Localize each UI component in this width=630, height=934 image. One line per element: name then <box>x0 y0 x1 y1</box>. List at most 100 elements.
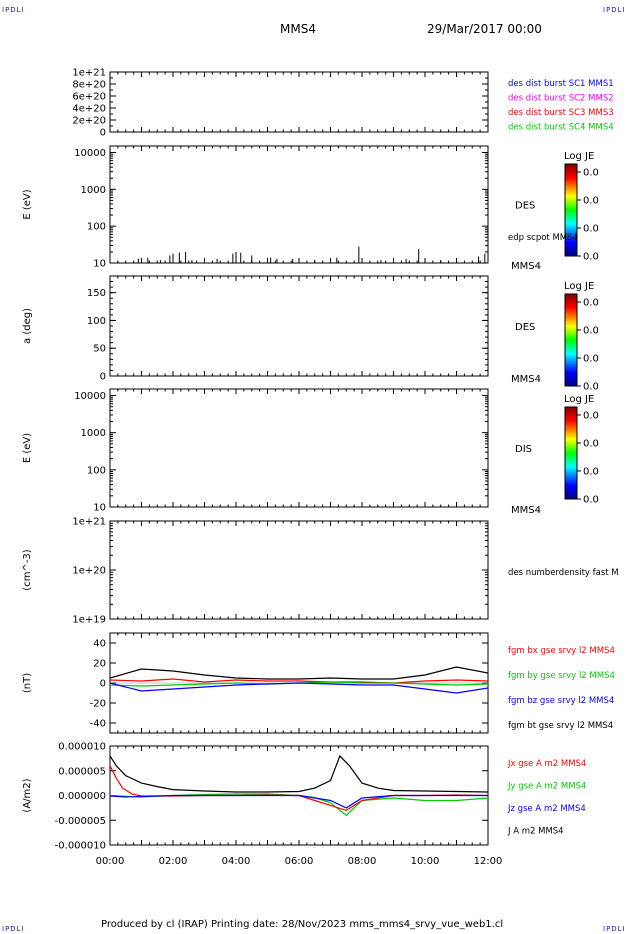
legend-dist-2: des dist burst SC3 MMS3 <box>508 108 614 118</box>
panel-dis_energy-colorbar-tick-label: 0.0 <box>583 467 599 478</box>
panel-fgm-ytick-label: 20 <box>93 659 106 670</box>
panel-current-ytick-label: 0.000010 <box>58 742 106 753</box>
panel-des_energy-ytick-label: 10000 <box>74 148 106 159</box>
panel-des_energy-colorbar-tick-label: 0.0 <box>583 252 599 263</box>
panel-des_pitch-colorbar-tick-label: 0.0 <box>583 382 599 393</box>
spacecraft-title: MMS4 <box>280 22 316 36</box>
series-fgm-2 <box>110 682 488 694</box>
panel-des_pitch-colorbar-title: Log JE <box>564 281 594 292</box>
panel-dis_energy-colorbar <box>564 406 578 500</box>
panel-fgm-ytick-label: -20 <box>90 699 106 710</box>
panel-des_energy-ytick-label: 100 <box>87 222 106 233</box>
series-fgm-0 <box>110 678 488 684</box>
legend-fgm-3: fgm bt gse srvy l2 MMS4 <box>508 721 613 731</box>
xtick-label: 04:00 <box>222 856 251 867</box>
xtick-label: 08:00 <box>348 856 377 867</box>
legend-fgm-2: fgm bz gse srvy l2 MMS4 <box>508 696 614 706</box>
legend-dist-3: des dist burst SC4 MMS4 <box>508 123 614 133</box>
panel-current-ylabel: (A/m2) <box>22 778 33 812</box>
panel-dist-ytick-label: 0 <box>100 128 106 139</box>
panel-des_energy-ylabel: E (eV) <box>22 189 33 219</box>
panel-dis_energy-colorbar-tick-label: 0.0 <box>583 439 599 450</box>
panel-des_energy-colorbar-title: Log JE <box>564 151 594 162</box>
panel-des_energy-frame <box>109 145 489 264</box>
panel-des_energy-instrument-label: DES <box>515 201 535 212</box>
legend-current-1: Jy gse A m2 MMS4 <box>507 782 586 792</box>
legend-current-0: Jx gse A m2 MMS4 <box>507 759 586 769</box>
panel-des_pitch-sc-label: MMS4 <box>511 374 541 385</box>
xtick-label: 06:00 <box>285 856 314 867</box>
panel-dis_energy-sc-label: MMS4 <box>511 505 541 516</box>
corner-label-bottom-left: IPDLI <box>2 925 25 933</box>
panel-fgm-ytick-label: -40 <box>90 719 106 730</box>
series-current-2 <box>110 794 488 809</box>
panel-des_energy-sc-label: MMS4 <box>511 261 541 272</box>
panel-density-ylabel: (cm^-3) <box>22 549 33 590</box>
panel-des_energy-colorbar-tick-label: 0.0 <box>583 196 599 207</box>
footer-text: Produced by cl (IRAP) Printing date: 28/… <box>101 919 504 930</box>
legend-current-2: Jz gse A m2 MMS4 <box>507 804 586 814</box>
panel-dis_energy-ytick-label: 10 <box>93 503 106 514</box>
panel-dis_energy-colorbar-tick-label: 0.0 <box>583 411 599 422</box>
panel-dis_energy-colorbar-title: Log JE <box>564 394 594 405</box>
panel-current-ytick-label: -0.000005 <box>55 816 106 827</box>
panel-fgm-ytick-label: 0 <box>100 679 106 690</box>
panel-dis_energy-ylabel: E (eV) <box>22 433 33 463</box>
legend-fgm-1: fgm by gse srvy l2 MMS4 <box>508 671 615 681</box>
panel-dis_energy-instrument-label: DIS <box>515 444 532 455</box>
legend-dist-0: des dist burst SC1 MMS1 <box>508 79 614 89</box>
panel-density-ytick-label: 1e+21 <box>72 517 106 528</box>
series-current-1 <box>110 793 488 817</box>
panel-density-ytick-label: 1e+19 <box>72 615 106 626</box>
corner-label-top-right: IPDLI <box>603 6 626 14</box>
panel-dist-frame <box>109 71 489 133</box>
panel-dist-ytick-label: 4e+20 <box>72 104 106 115</box>
panel-des_pitch-colorbar-tick-label: 0.0 <box>583 326 599 337</box>
panel-des_pitch-ytick-label: 50 <box>93 344 106 355</box>
panel-des_energy-ytick-label: 1000 <box>81 185 106 196</box>
panel-des_pitch-colorbar-tick-label: 0.0 <box>583 298 599 309</box>
panel-des_pitch-frame <box>109 275 489 377</box>
panel-des_pitch-colorbar <box>564 293 578 387</box>
xtick-label: 10:00 <box>411 856 440 867</box>
series-current-3 <box>110 754 488 793</box>
panel-dis_energy-frame <box>109 388 489 508</box>
panel-dis_energy-ytick-label: 100 <box>87 465 106 476</box>
xtick-label: 00:00 <box>96 856 125 867</box>
legend-fgm-0: fgm bx gse srvy l2 MMS4 <box>508 646 615 656</box>
panel-current-ytick-label: -0.000010 <box>55 841 106 852</box>
xtick-label: 02:00 <box>159 856 188 867</box>
corner-label-bottom-right: IPDLI <box>603 925 626 933</box>
corner-label-top-left: IPDLI <box>2 6 25 14</box>
panel-des_pitch-colorbar-tick-label: 0.0 <box>583 354 599 365</box>
panel-fgm-ytick-label: 40 <box>93 639 106 650</box>
panel-dist-ytick-label: 2e+20 <box>72 116 106 127</box>
datetime-title: 29/Mar/2017 00:00 <box>427 22 542 36</box>
panel-des_pitch-ylabel: a (deg) <box>22 308 33 344</box>
panel-dist-ytick-label: 8e+20 <box>72 80 106 91</box>
legend-density-0: des numberdensity fast M <box>508 568 619 578</box>
panel-density-ytick-label: 1e+20 <box>72 566 106 577</box>
series-fgm-3 <box>110 666 488 680</box>
panel-des_energy-ytick-label: 10 <box>93 259 106 270</box>
panel-des_pitch-instrument-label: DES <box>515 322 535 333</box>
panel-current-ytick-label: 0.000005 <box>58 766 106 777</box>
panel-dis_energy-ytick-label: 1000 <box>81 428 106 439</box>
panel-current-ytick-label: 0.000000 <box>58 791 106 802</box>
xtick-label: 12:00 <box>474 856 503 867</box>
panel-density-frame <box>109 520 489 620</box>
panel-des_energy-colorbar-tick-label: 0.0 <box>583 224 599 235</box>
legend-current-3: J A m2 MMS4 <box>507 827 564 837</box>
panel-dist-ytick-label: 1e+21 <box>72 68 106 79</box>
panel-des_energy-overlay-label: edp scpot MMS4 <box>508 233 578 243</box>
panel-dis_energy-ytick-label: 10000 <box>74 391 106 402</box>
panel-dis_energy-colorbar-tick-label: 0.0 <box>583 495 599 506</box>
panel-des_pitch-ytick-label: 0 <box>100 372 106 383</box>
panel-dist-ytick-label: 6e+20 <box>72 92 106 103</box>
legend-dist-1: des dist burst SC2 MMS2 <box>508 94 614 104</box>
panel-des_pitch-ytick-label: 100 <box>87 316 106 327</box>
panel-fgm-ylabel: (nT) <box>22 673 33 693</box>
panel-des_energy-colorbar <box>564 163 578 257</box>
panel-des_pitch-ytick-label: 150 <box>87 288 106 299</box>
